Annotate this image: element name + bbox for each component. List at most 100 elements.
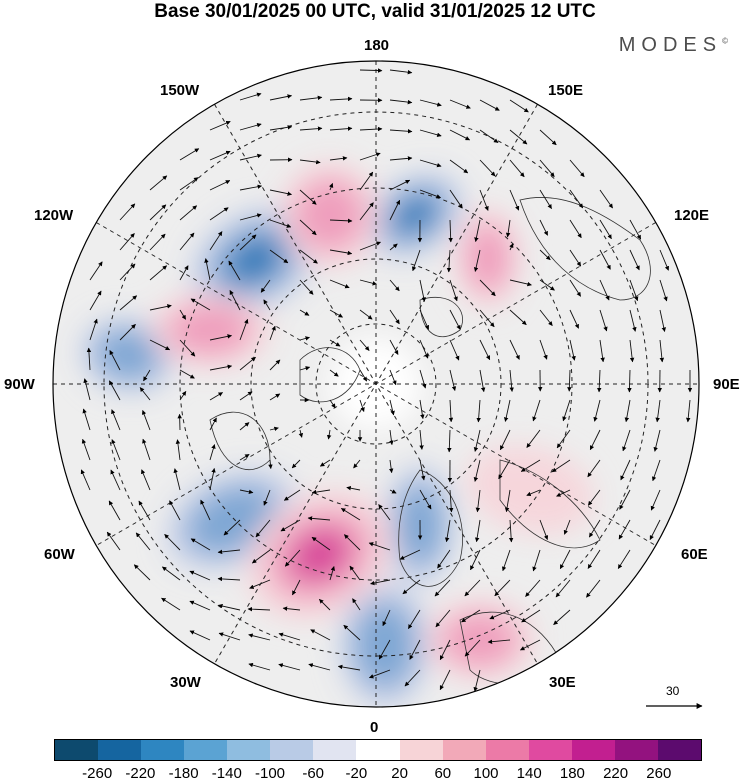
wind-arrow <box>169 500 181 521</box>
wind-arrow <box>189 630 211 641</box>
wind-arrow <box>411 249 421 272</box>
wind-arrow <box>447 429 452 453</box>
wind-arrow <box>282 606 301 611</box>
wind-arrow <box>149 339 171 351</box>
wind-arrow <box>449 339 460 361</box>
wind-arrow <box>622 429 631 452</box>
wind-arrow <box>539 519 549 540</box>
wind-arrow <box>555 579 571 598</box>
wind-arrow <box>359 152 381 161</box>
wind-arrow <box>308 663 331 671</box>
wind-arrow <box>532 549 541 572</box>
wind-arrow <box>190 538 211 551</box>
colorbar-ticks: -260 -220 -180 -140 -100 -60 -20 20 60 100 140 180 2… <box>0 765 750 783</box>
lon-label-30e: 30E <box>549 674 576 691</box>
wind-arrow <box>149 204 167 221</box>
wind-arrow <box>419 489 432 510</box>
wind-arrow <box>439 669 451 691</box>
wind-arrow <box>476 399 481 423</box>
wind-arrow <box>618 519 631 540</box>
wind-arrow <box>311 489 331 495</box>
wind-arrow <box>228 260 241 281</box>
wind-arrow <box>587 459 601 478</box>
wind-arrow <box>299 366 311 371</box>
colorbar-bin <box>571 740 615 760</box>
wind-arrow <box>569 189 584 209</box>
wind-arrow <box>473 459 481 482</box>
wind-arrow <box>389 179 411 191</box>
colorbar-tick-label: -140 <box>211 765 242 782</box>
wind-arrow <box>164 533 181 551</box>
positive-anomaly-center <box>310 194 350 236</box>
wind-arrow <box>239 122 262 131</box>
negative-anomaly-center <box>109 339 147 371</box>
wind-arrow <box>292 579 301 596</box>
wind-arrow <box>359 369 368 382</box>
wind-arrow <box>349 565 361 581</box>
wind-arrow <box>449 279 458 302</box>
wind-arrow <box>209 180 231 191</box>
wind-arrow <box>446 249 452 273</box>
wind-arrow <box>479 159 496 177</box>
wind-arrow <box>569 339 576 361</box>
wind-arrow <box>283 489 301 501</box>
wind-arrow <box>299 249 318 264</box>
vector-reference-arrow <box>646 703 703 709</box>
wind-arrow <box>509 339 520 360</box>
wind-arrow <box>269 426 279 432</box>
wind-arrow <box>307 516 331 521</box>
wind-arrow <box>569 249 582 267</box>
wind-arrow <box>520 459 541 472</box>
wind-arrow <box>209 444 216 461</box>
wind-arrow <box>161 566 181 581</box>
wind-arrow <box>653 429 661 452</box>
wind-arrow <box>629 339 635 363</box>
wind-arrow <box>326 429 332 440</box>
wind-arrow <box>111 409 121 431</box>
wind-arrow <box>659 279 668 302</box>
wind-arrow <box>179 390 187 401</box>
wind-arrow <box>419 279 426 302</box>
wind-arrow <box>82 408 91 431</box>
wind-arrow <box>269 94 293 101</box>
wind-arrow <box>344 534 361 551</box>
colorbar-tick-label: -220 <box>125 765 156 782</box>
wind-arrow <box>556 489 571 497</box>
wind-arrow <box>419 339 429 359</box>
colorbar-tick-label: 260 <box>646 765 672 782</box>
colorbar-tick-label: 20 <box>391 765 408 782</box>
wind-arrow <box>239 356 256 371</box>
colorbar-bin <box>356 740 400 760</box>
wind-arrow <box>239 453 250 461</box>
wind-arrow <box>239 92 262 101</box>
wind-arrow <box>449 159 469 174</box>
wind-arrow <box>551 459 571 473</box>
negative-anomaly-center <box>229 238 281 282</box>
wind-arrow <box>650 489 661 511</box>
wind-arrow <box>239 234 257 251</box>
lon-label-0: 0 <box>370 719 379 736</box>
wind-arrow <box>247 606 271 612</box>
wind-arrow <box>473 249 481 272</box>
wind-arrow <box>509 369 514 392</box>
colorbar-bin <box>141 740 185 760</box>
wind-arrow <box>260 279 271 293</box>
wind-arrow <box>179 148 200 161</box>
wind-arrow <box>217 549 241 555</box>
wind-arrow <box>499 429 511 451</box>
colorbar-bin <box>442 740 486 760</box>
colorbar-bin <box>313 740 357 760</box>
wind-arrow <box>239 391 253 401</box>
wind-arrow <box>108 500 121 521</box>
wind-arrow <box>359 339 370 351</box>
wind-arrow <box>539 249 551 261</box>
wind-arrow <box>189 570 211 581</box>
wind-arrow <box>119 203 136 221</box>
wind-arrow <box>280 519 301 532</box>
wind-arrow <box>629 219 642 240</box>
wind-arrow <box>629 249 640 271</box>
negative-anomaly-center <box>395 197 435 233</box>
wind-arrow <box>539 219 549 236</box>
wind-arrow <box>521 609 541 623</box>
wind-arrow <box>444 519 451 543</box>
